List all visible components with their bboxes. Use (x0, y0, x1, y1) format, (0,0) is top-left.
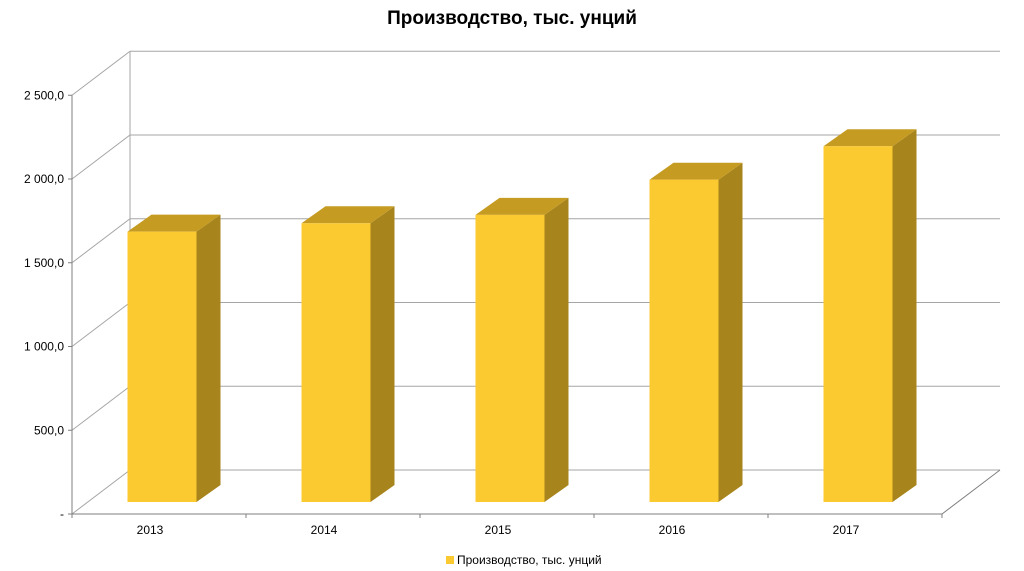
x-tick-label: 2014 (311, 523, 338, 537)
gridline-diagonal-5 (71, 50, 131, 96)
gridline-diagonal-1 (71, 385, 131, 431)
bar-side (892, 129, 917, 502)
bar (649, 179, 719, 502)
x-tick-label: 2013 (137, 523, 164, 537)
y-tick-label: 1 500,0 (24, 256, 64, 270)
tick-labels: - 500,0 1 000,0 1 500,0 2 000,0 2 500,0 2013 20… (24, 88, 860, 537)
bar-side (718, 162, 743, 502)
bar-2016 (649, 162, 743, 502)
bar-top (649, 162, 743, 180)
chart-title: Производство, тыс. унций (387, 8, 637, 29)
bar-side (370, 206, 395, 502)
bars (127, 129, 917, 502)
bar-top (475, 197, 569, 215)
bar-top (127, 214, 221, 232)
y-tick-label: 500,0 (34, 423, 64, 437)
legend: Производство, тыс. унций (446, 553, 602, 567)
x-tick-label: 2017 (833, 523, 860, 537)
bar (823, 146, 893, 502)
legend-label: Производство, тыс. унций (457, 553, 602, 567)
x-tick-label: 2015 (485, 523, 512, 537)
bar-2013 (127, 214, 221, 502)
gridline-diagonal-4 (71, 134, 131, 180)
bar (127, 231, 197, 502)
gridline-diagonal-3 (71, 218, 131, 264)
bar-2017 (823, 129, 917, 502)
bar-side (196, 214, 221, 502)
bar (301, 223, 371, 502)
y-tick-label: 1 000,0 (24, 340, 64, 354)
y-tick-label: 2 500,0 (24, 88, 64, 102)
y-tick-label: 2 000,0 (24, 172, 64, 186)
gridline-diagonal-2 (71, 302, 131, 347)
x-tick-label: 2016 (659, 523, 686, 537)
bar-top (823, 129, 917, 147)
legend-swatch (446, 556, 454, 564)
bar-side (544, 197, 569, 502)
bar-2015 (475, 197, 569, 502)
bar (475, 214, 545, 502)
gridline-diagonal-0 (71, 469, 131, 515)
bar-top (301, 206, 395, 224)
bar-2014 (301, 206, 395, 502)
y-tick-label: - (60, 507, 64, 521)
axes (68, 94, 1001, 518)
